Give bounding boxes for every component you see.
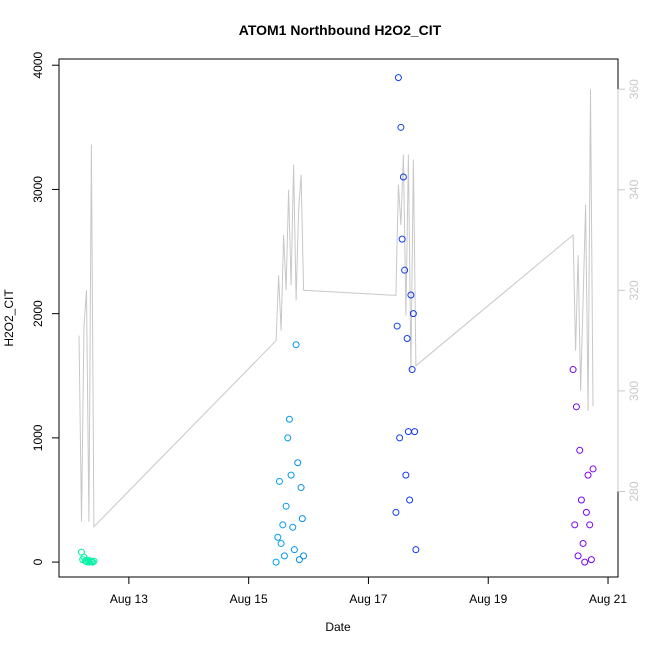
data-point xyxy=(275,477,283,485)
left-axis-point-series xyxy=(77,74,597,566)
chart-title: ATOM1 Northbound H2O2_CIT xyxy=(239,22,442,38)
data-point xyxy=(292,341,300,349)
y2-tick-label: 340 xyxy=(627,179,641,199)
data-point xyxy=(297,484,305,492)
data-point xyxy=(274,533,282,541)
data-point xyxy=(402,471,410,479)
x-tick-label: Aug 21 xyxy=(589,592,627,606)
data-point xyxy=(294,459,302,467)
data-point xyxy=(409,310,417,318)
data-point xyxy=(404,428,412,436)
x-tick-label: Aug 13 xyxy=(110,592,148,606)
y-tick-label: 2000 xyxy=(31,300,45,327)
data-point xyxy=(577,496,585,504)
data-point xyxy=(572,403,580,411)
x-tick-label: Aug 15 xyxy=(230,592,268,606)
data-point xyxy=(569,366,577,374)
data-point xyxy=(295,556,303,564)
data-point xyxy=(412,546,420,554)
data-point xyxy=(284,434,292,442)
data-point xyxy=(407,291,415,299)
y2-tick-label: 320 xyxy=(627,280,641,300)
data-point xyxy=(282,502,290,510)
data-point xyxy=(277,539,285,547)
data-point xyxy=(401,266,409,274)
y2-tick-label: 360 xyxy=(627,79,641,99)
y2-tick-label: 300 xyxy=(627,381,641,401)
y-axis-right: 280 300 320 340 360 xyxy=(617,79,641,502)
data-point xyxy=(290,546,298,554)
y-axis-left: 0 1000 2000 3000 4000 xyxy=(31,52,60,565)
x-tick-label: Aug 19 xyxy=(469,592,507,606)
data-point xyxy=(576,446,584,454)
data-point xyxy=(392,508,400,516)
data-point xyxy=(272,558,280,566)
data-point xyxy=(285,415,293,423)
data-point xyxy=(571,521,579,529)
data-point xyxy=(586,521,594,529)
data-point xyxy=(289,523,297,531)
data-point xyxy=(280,552,288,560)
data-point xyxy=(298,515,306,523)
data-point xyxy=(584,471,592,479)
right-axis-line-series xyxy=(78,89,594,528)
y-axis-label: H2O2_CIT xyxy=(2,289,16,347)
data-point xyxy=(406,496,414,504)
y-tick-label: 3000 xyxy=(31,176,45,203)
data-point xyxy=(403,334,411,342)
data-point xyxy=(581,558,589,566)
x-tick-label: Aug 17 xyxy=(349,592,387,606)
data-point xyxy=(396,434,404,442)
data-point xyxy=(89,558,97,566)
x-axis: Aug 13 Aug 15 Aug 17 Aug 19 Aug 21 xyxy=(110,576,627,606)
data-point xyxy=(579,539,587,547)
data-point xyxy=(279,521,287,529)
data-point xyxy=(287,471,295,479)
data-point xyxy=(300,552,308,560)
data-point xyxy=(90,557,98,565)
data-point xyxy=(394,74,402,82)
y-tick-label: 4000 xyxy=(31,52,45,79)
data-point xyxy=(589,465,597,473)
data-point xyxy=(397,123,405,131)
y-tick-label: 0 xyxy=(31,558,45,565)
plot-frame xyxy=(58,58,619,578)
data-point xyxy=(587,556,595,564)
x-axis-label: Date xyxy=(325,620,351,634)
y2-tick-label: 280 xyxy=(627,481,641,501)
data-point xyxy=(393,322,401,330)
y-tick-label: 1000 xyxy=(31,424,45,451)
data-point xyxy=(574,552,582,560)
series-line xyxy=(78,89,594,528)
data-point xyxy=(398,235,406,243)
data-point xyxy=(582,508,590,516)
data-point xyxy=(408,366,416,374)
data-point xyxy=(399,173,407,181)
data-point xyxy=(411,428,419,436)
